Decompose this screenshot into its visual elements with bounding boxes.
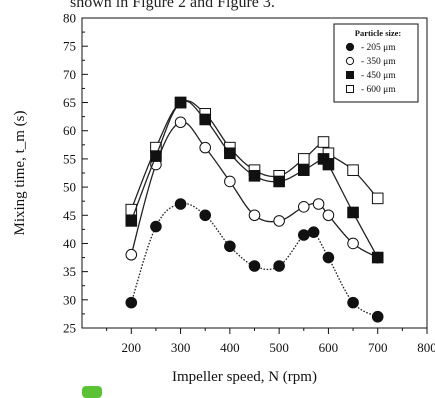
y-tick-label: 50 <box>63 180 76 195</box>
data-point-marker <box>125 215 138 227</box>
data-point-marker <box>199 141 212 154</box>
x-tick-label: 300 <box>171 340 191 355</box>
y-axis-label: Mixing time, t_m (s) <box>12 111 28 236</box>
data-point-marker <box>150 220 162 233</box>
data-point-marker <box>297 153 310 165</box>
data-point-marker <box>307 226 320 238</box>
data-point-marker <box>248 260 261 272</box>
data-point-marker <box>317 136 330 148</box>
legend-marker <box>345 56 355 66</box>
x-tick-label: 700 <box>368 340 388 355</box>
legend-label: - 350 μm <box>361 57 396 67</box>
legend-entry: - 350 μm <box>345 56 396 67</box>
data-point-marker <box>174 96 187 109</box>
x-tick-label: 800 <box>417 340 435 355</box>
series-1 <box>125 198 384 323</box>
data-point-marker <box>224 240 236 253</box>
y-tick-label: 60 <box>63 123 76 138</box>
x-tick-label: 200 <box>122 340 142 355</box>
data-point-marker <box>125 296 138 309</box>
data-point-marker <box>347 237 359 250</box>
legend-title: Particle size: <box>355 28 402 38</box>
data-point-marker <box>150 150 162 162</box>
x-tick-label: 400 <box>220 340 240 355</box>
legend-marker <box>345 42 355 52</box>
page-caption: shown in Figure 2 and Figure 3. <box>70 0 275 11</box>
y-tick-label: 30 <box>63 292 76 307</box>
legend-entry: - 600 μm <box>346 85 396 95</box>
legend-label: - 450 μm <box>361 71 396 81</box>
y-tick-label: 75 <box>63 39 76 54</box>
data-point-marker <box>322 251 335 264</box>
data-point-marker <box>248 209 261 222</box>
data-point-marker <box>174 198 187 210</box>
y-tick-label: 55 <box>63 151 76 166</box>
data-point-marker <box>322 158 335 171</box>
series-4 <box>125 96 384 216</box>
y-tick-label: 65 <box>63 95 76 110</box>
green-indicator-badge <box>82 386 102 398</box>
y-tick-label: 40 <box>63 236 76 251</box>
chart-axes: 25 30 35 40 45 50 55 60 65 70 75 80 200 300 400 500 600 7… <box>63 11 435 356</box>
legend-label: - 205 μm <box>361 43 396 53</box>
data-point-marker <box>199 209 212 222</box>
data-point-marker <box>273 260 285 272</box>
data-point-marker <box>371 310 384 323</box>
data-point-marker <box>297 229 310 241</box>
data-point-marker <box>371 251 384 264</box>
legend-label: - 600 μm <box>361 85 396 95</box>
data-point-marker <box>248 170 261 182</box>
data-point-marker <box>312 198 325 210</box>
data-point-marker <box>125 248 138 261</box>
data-point-marker <box>224 147 236 160</box>
y-tick-label: 45 <box>63 208 76 223</box>
data-point-marker <box>297 201 310 213</box>
x-tick-label: 600 <box>319 340 339 355</box>
y-tick-label: 35 <box>63 264 76 279</box>
chart-legend: Particle size: - 205 μm - 350 μm - 450 μm - … <box>333 23 419 103</box>
legend-marker <box>346 71 354 79</box>
x-tick-label: 500 <box>269 340 289 355</box>
data-point-marker <box>125 203 138 216</box>
y-tick-label: 80 <box>63 11 76 26</box>
data-point-marker <box>347 296 359 309</box>
y-tick-label: 70 <box>63 67 76 82</box>
series-3 <box>125 96 384 264</box>
chart-series-group <box>125 96 384 323</box>
data-point-marker <box>297 164 310 176</box>
chart-axis-labels: Impeller speed, N (rpm) Mixing time, t_m … <box>12 111 317 386</box>
data-point-marker <box>322 209 335 222</box>
legend-entry: - 450 μm <box>346 71 396 81</box>
series-line <box>130 99 379 210</box>
series-2 <box>125 116 384 264</box>
data-point-marker <box>273 215 285 227</box>
data-point-marker <box>174 116 187 129</box>
data-point-marker <box>371 192 384 205</box>
data-point-marker <box>199 113 212 126</box>
legend-entry: - 205 μm <box>345 42 396 53</box>
data-point-marker <box>347 206 359 219</box>
data-point-marker <box>224 175 236 188</box>
x-axis-label: Impeller speed, N (rpm) <box>172 369 317 385</box>
legend-marker <box>346 85 354 93</box>
y-tick-label: 25 <box>63 321 76 336</box>
data-point-marker <box>347 164 359 176</box>
data-point-marker <box>273 175 285 188</box>
